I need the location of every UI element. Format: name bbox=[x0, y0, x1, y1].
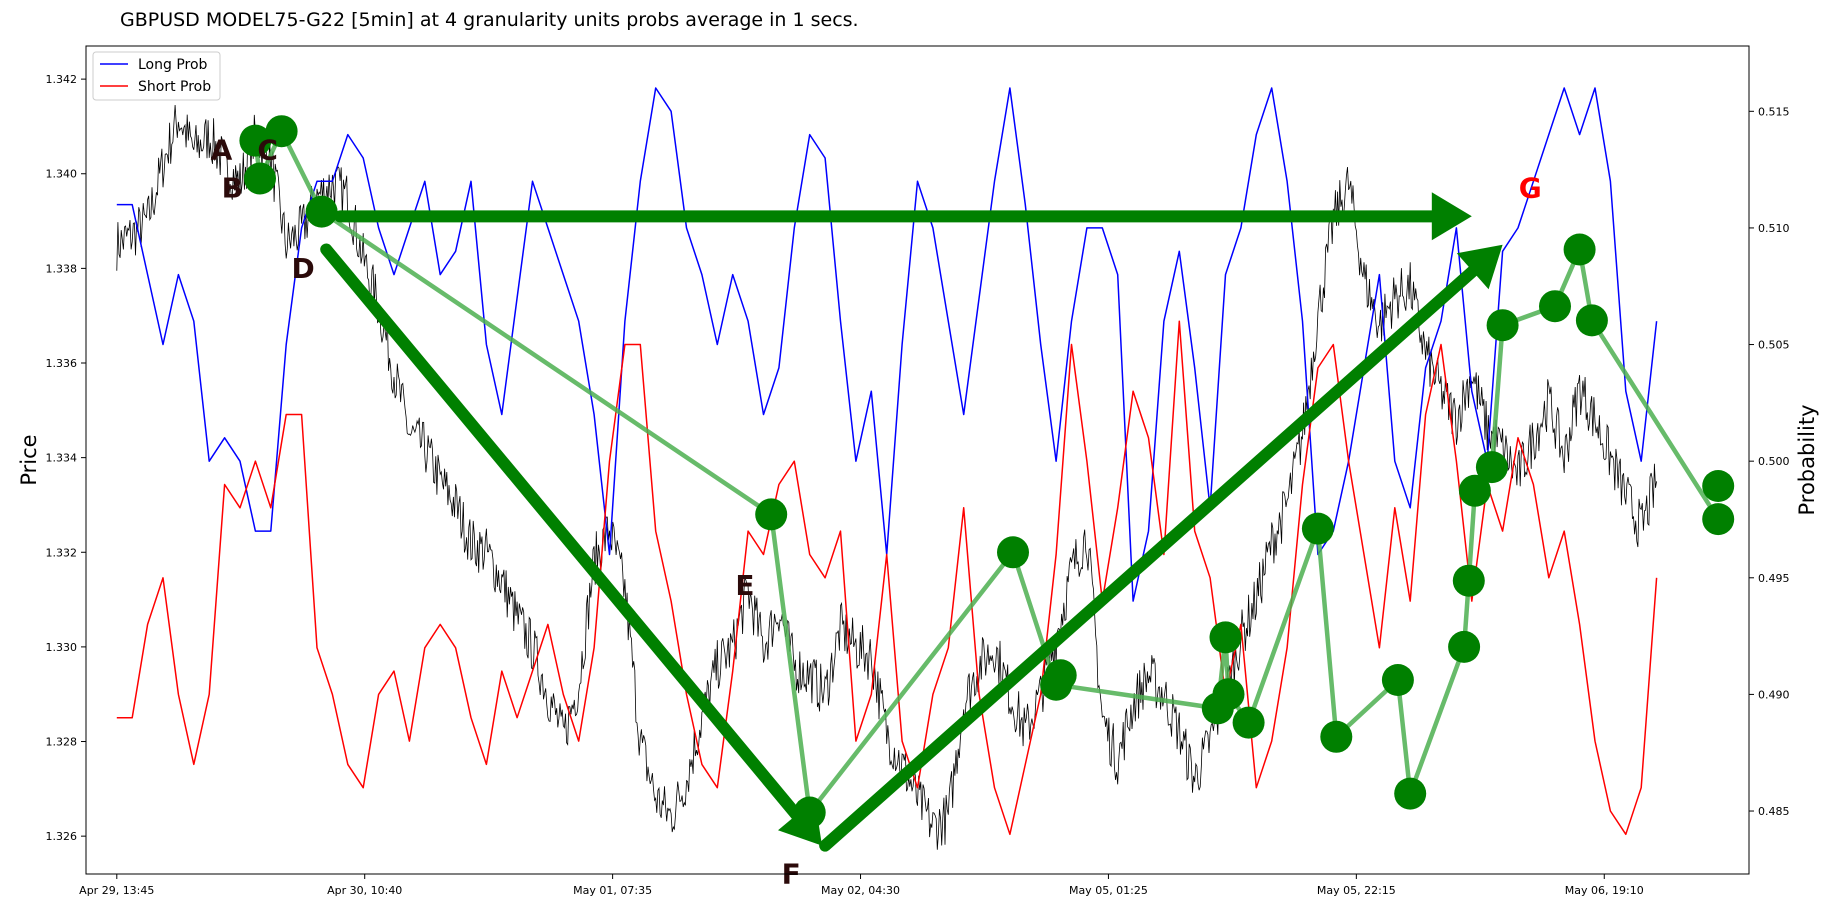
marker-point-26 bbox=[1702, 503, 1735, 536]
marker-point-13 bbox=[1301, 512, 1334, 545]
marker-point-4 bbox=[755, 498, 788, 531]
marker-point-21 bbox=[1486, 309, 1519, 342]
plot-frame bbox=[85, 45, 1750, 875]
left-tick-label-8: 1.342 bbox=[46, 73, 78, 86]
left-tick-label-0: 1.326 bbox=[46, 830, 78, 843]
marker-point-22 bbox=[1539, 290, 1571, 323]
x-tick-label-3: May 02, 04:30 bbox=[821, 884, 900, 897]
marker-point-12 bbox=[1232, 706, 1265, 739]
marker-point-2 bbox=[265, 115, 298, 148]
x-axis: Apr 29, 13:45 Apr 30, 10:40 May 01, 07:35 M… bbox=[79, 874, 1644, 897]
legend-label-long: Long Prob bbox=[138, 57, 208, 73]
x-tick-label-1: Apr 30, 10:40 bbox=[327, 884, 402, 897]
left-tick-label-4: 1.334 bbox=[46, 452, 78, 465]
marker-point-3 bbox=[305, 195, 338, 228]
marker-point-8 bbox=[1044, 659, 1077, 692]
marker-point-0 bbox=[239, 124, 272, 157]
marker-point-25 bbox=[1702, 470, 1735, 502]
price-layer bbox=[116, 104, 1657, 850]
marker-point-6 bbox=[997, 536, 1029, 569]
marker-point-10 bbox=[1209, 621, 1242, 654]
x-tick-label-5: May 05, 22:15 bbox=[1317, 884, 1396, 897]
arrow-head-2 bbox=[1456, 244, 1503, 290]
marker-point-24 bbox=[1575, 304, 1608, 337]
marker-point-1 bbox=[244, 162, 276, 195]
marker-point-15 bbox=[1381, 664, 1414, 696]
marker-point-19 bbox=[1458, 474, 1491, 507]
marker-point-20 bbox=[1475, 451, 1508, 484]
y-axis-title-right: Probability bbox=[1795, 404, 1819, 515]
left-tick-label-3: 1.332 bbox=[46, 546, 78, 559]
right-tick-label-6: 0.515 bbox=[1758, 105, 1790, 118]
right-tick-label-3: 0.500 bbox=[1758, 455, 1790, 468]
left-tick-label-2: 1.330 bbox=[46, 641, 78, 654]
left-tick-label-7: 1.340 bbox=[46, 168, 78, 181]
x-tick-label-2: May 01, 07:35 bbox=[573, 884, 652, 897]
annotation-label-b: B bbox=[222, 171, 243, 204]
right-tick-label-0: 0.485 bbox=[1758, 805, 1790, 818]
annotation-label-d: D bbox=[291, 252, 314, 285]
legend: Long Prob Short Prob bbox=[92, 51, 221, 101]
marker-point-23 bbox=[1563, 233, 1596, 266]
right-tick-label-5: 0.510 bbox=[1758, 222, 1790, 235]
marker-point-16 bbox=[1394, 777, 1427, 810]
right-axis: 0.485 0.490 0.495 0.500 0.505 0.510 0.515 bbox=[1749, 105, 1790, 818]
marker-point-11 bbox=[1212, 678, 1245, 711]
series-line-long-prob bbox=[116, 87, 1658, 602]
arrow-layer bbox=[320, 192, 1503, 852]
x-tick-label-4: May 05, 01:25 bbox=[1069, 884, 1148, 897]
chart-title: GBPUSD MODEL75-G22 [5min] at 4 granulari… bbox=[120, 9, 859, 31]
annotation-label-c: C bbox=[257, 134, 278, 167]
marker-point-17 bbox=[1448, 630, 1481, 663]
right-tick-label-2: 0.495 bbox=[1758, 572, 1790, 585]
annotation-label-e: E bbox=[735, 569, 754, 602]
marker-point-18 bbox=[1452, 564, 1485, 597]
right-tick-label-4: 0.505 bbox=[1758, 339, 1790, 352]
marker-point-5 bbox=[793, 796, 826, 829]
marker-point-14 bbox=[1320, 720, 1353, 753]
arrow-shaft-2 bbox=[819, 265, 1479, 852]
x-tick-label-6: May 06, 19:10 bbox=[1565, 884, 1644, 897]
legend-label-short: Short Prob bbox=[138, 79, 211, 95]
probability-layer bbox=[116, 87, 1658, 836]
arrow-head-0 bbox=[1431, 192, 1472, 241]
arrow-shaft-1 bbox=[320, 243, 803, 821]
annotation-label-g: G bbox=[1519, 171, 1542, 204]
right-tick-label-1: 0.490 bbox=[1758, 688, 1790, 701]
annotation-label-a: A bbox=[211, 134, 233, 167]
y-axis-title-left: Price bbox=[17, 434, 41, 485]
left-tick-label-5: 1.336 bbox=[46, 357, 78, 370]
series-line-short-prob bbox=[116, 320, 1658, 836]
x-tick-label-0: Apr 29, 13:45 bbox=[79, 884, 154, 897]
series-line-price bbox=[116, 104, 1657, 850]
left-tick-label-6: 1.338 bbox=[46, 262, 78, 275]
marker-layer bbox=[239, 115, 1735, 829]
left-axis: 1.326 1.328 1.330 1.332 1.334 1.336 1.338 1.340… bbox=[46, 73, 86, 843]
left-tick-label-1: 1.328 bbox=[46, 736, 78, 749]
